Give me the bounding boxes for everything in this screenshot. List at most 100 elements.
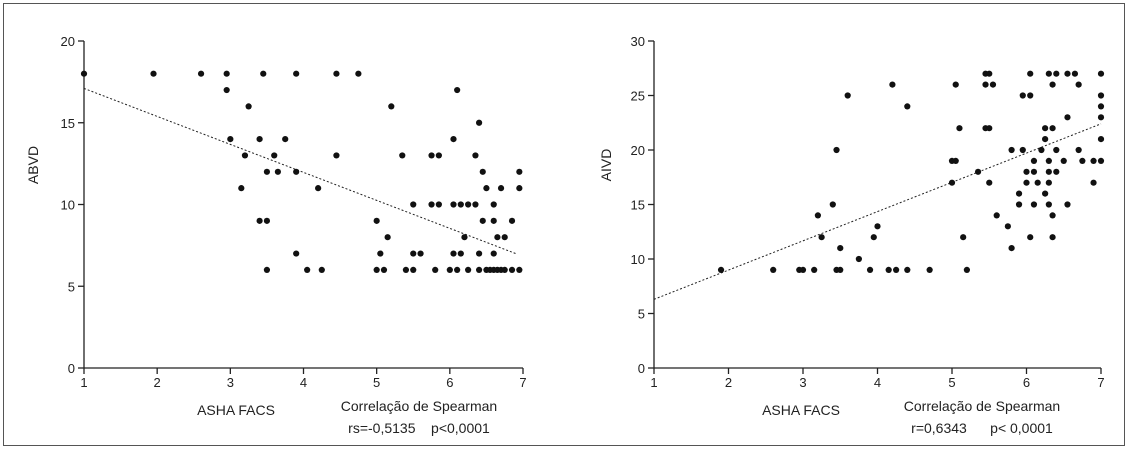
aivd-data-point: [1034, 179, 1041, 186]
aivd-x-tick-label: 6: [1023, 375, 1030, 390]
abvd-x-tick-label: 6: [446, 375, 453, 390]
aivd-y-tick-label: 10: [631, 252, 645, 267]
aivd-data-point: [1027, 70, 1034, 77]
aivd-data-point: [1042, 190, 1049, 197]
aivd-data-point: [837, 266, 844, 273]
aivd-correlation-title: Correlação de Spearman: [904, 398, 1060, 414]
aivd-data-point: [986, 70, 993, 77]
abvd-data-point: [384, 234, 391, 241]
abvd-data-point: [315, 185, 322, 192]
abvd-data-point: [410, 266, 417, 273]
abvd-data-point: [410, 250, 417, 257]
abvd-data-point: [457, 250, 464, 257]
aivd-data-point: [1042, 125, 1049, 132]
aivd-data-point: [1045, 179, 1052, 186]
abvd-data-point: [80, 70, 88, 77]
aivd-y-tick-label: 20: [631, 143, 645, 158]
aivd-data-point: [1049, 81, 1056, 88]
aivd-data-point: [818, 234, 825, 241]
aivd-data-point: [1027, 234, 1034, 241]
aivd-y-tick-label: 15: [631, 198, 645, 213]
aivd-data-point: [1027, 92, 1034, 99]
aivd-data-point: [1090, 157, 1097, 164]
abvd-data-point: [435, 152, 442, 159]
abvd-data-point: [432, 266, 439, 273]
aivd-data-point: [1049, 212, 1056, 219]
abvd-data-point: [516, 266, 523, 273]
abvd-data-point: [260, 70, 267, 77]
aivd-data-point: [1045, 201, 1052, 208]
aivd-data-point: [1053, 146, 1060, 154]
aivd-data-point: [926, 266, 933, 273]
aivd-data-point: [974, 168, 982, 175]
aivd-data-point: [1064, 70, 1071, 77]
aivd-data-point: [1038, 146, 1045, 154]
aivd-data-point: [1004, 223, 1011, 230]
aivd-data-point: [1045, 70, 1052, 77]
abvd-data-point: [263, 217, 271, 224]
aivd-data-point: [870, 234, 877, 241]
abvd-data-point: [223, 70, 230, 77]
aivd-data-point: [829, 201, 836, 208]
abvd-trendline: [83, 87, 516, 255]
abvd-data-point: [508, 217, 516, 224]
abvd-data-point: [494, 234, 501, 241]
aivd-data-point: [855, 255, 862, 263]
abvd-data-point: [450, 136, 457, 143]
aivd-data-point: [904, 103, 911, 110]
aivd-y-tick-label: 30: [631, 34, 645, 49]
aivd-x-tick-label: 3: [799, 375, 806, 390]
abvd-data-point: [256, 217, 263, 224]
aivd-data-point: [993, 212, 1000, 219]
aivd-data-point: [952, 157, 959, 164]
abvd-data-point: [241, 152, 249, 159]
abvd-y-axis-title: ABVD: [25, 146, 41, 184]
aivd-data-point: [833, 146, 840, 154]
abvd-data-point: [508, 266, 516, 273]
aivd-data-point: [1030, 157, 1038, 164]
aivd-data-point: [1023, 179, 1030, 186]
aivd-y-tick-label: 0: [638, 361, 645, 376]
abvd-data-point: [465, 201, 472, 208]
abvd-data-point: [293, 168, 300, 175]
abvd-data-point: [490, 217, 497, 224]
abvd-data-point: [373, 217, 380, 224]
aivd-data-point: [1097, 92, 1105, 99]
abvd-x-tick-label: 2: [154, 375, 161, 390]
abvd-data-point: [150, 70, 157, 77]
aivd-data-point: [1071, 70, 1079, 77]
abvd-correlation-title: Correlação de Spearman: [341, 398, 497, 414]
aivd-data-point: [1015, 190, 1023, 197]
abvd-data-point: [410, 201, 417, 208]
abvd-data-point: [318, 266, 325, 273]
aivd-correlation-stats: r=0,6343 p< 0,0001: [911, 420, 1053, 436]
aivd-data-point: [1045, 157, 1052, 164]
abvd-data-point: [388, 103, 395, 110]
abvd-data-point: [435, 201, 442, 208]
abvd-data-point: [476, 250, 483, 257]
abvd-marks: 0 5 10 15 20 1 2 3 4 5 6 7: [61, 34, 527, 390]
abvd-data-point: [476, 266, 483, 273]
aivd-data-point: [1097, 136, 1105, 143]
abvd-data-point: [282, 136, 289, 143]
aivd-data-point: [1019, 92, 1026, 99]
abvd-y-tick-label: 20: [61, 34, 75, 49]
abvd-data-point: [373, 266, 380, 273]
abvd-data-point: [454, 266, 461, 273]
aivd-data-point: [1097, 103, 1105, 110]
aivd-data-point: [986, 125, 993, 132]
abvd-data-point: [461, 234, 468, 241]
abvd-data-point: [446, 266, 453, 273]
aivd-marks: 0 5 10 15 20 25 30 1 2 3 4 5 6 7: [631, 34, 1105, 390]
aivd-data-point: [1053, 168, 1060, 175]
abvd-data-point: [428, 152, 435, 159]
aivd-x-tick-label: 1: [650, 375, 657, 390]
abvd-chart: 0 5 10 15 20 1 2 3 4 5 6 7 ABVD ASHA FACS Correlaçã…: [25, 34, 527, 436]
aivd-data-point: [963, 266, 971, 273]
aivd-data-point: [844, 92, 851, 99]
aivd-data-point: [799, 266, 807, 273]
abvd-correlation-stats: rs=-0,5135 p<0,0001: [348, 420, 490, 436]
abvd-data-point: [479, 217, 486, 224]
abvd-data-point: [457, 201, 464, 208]
